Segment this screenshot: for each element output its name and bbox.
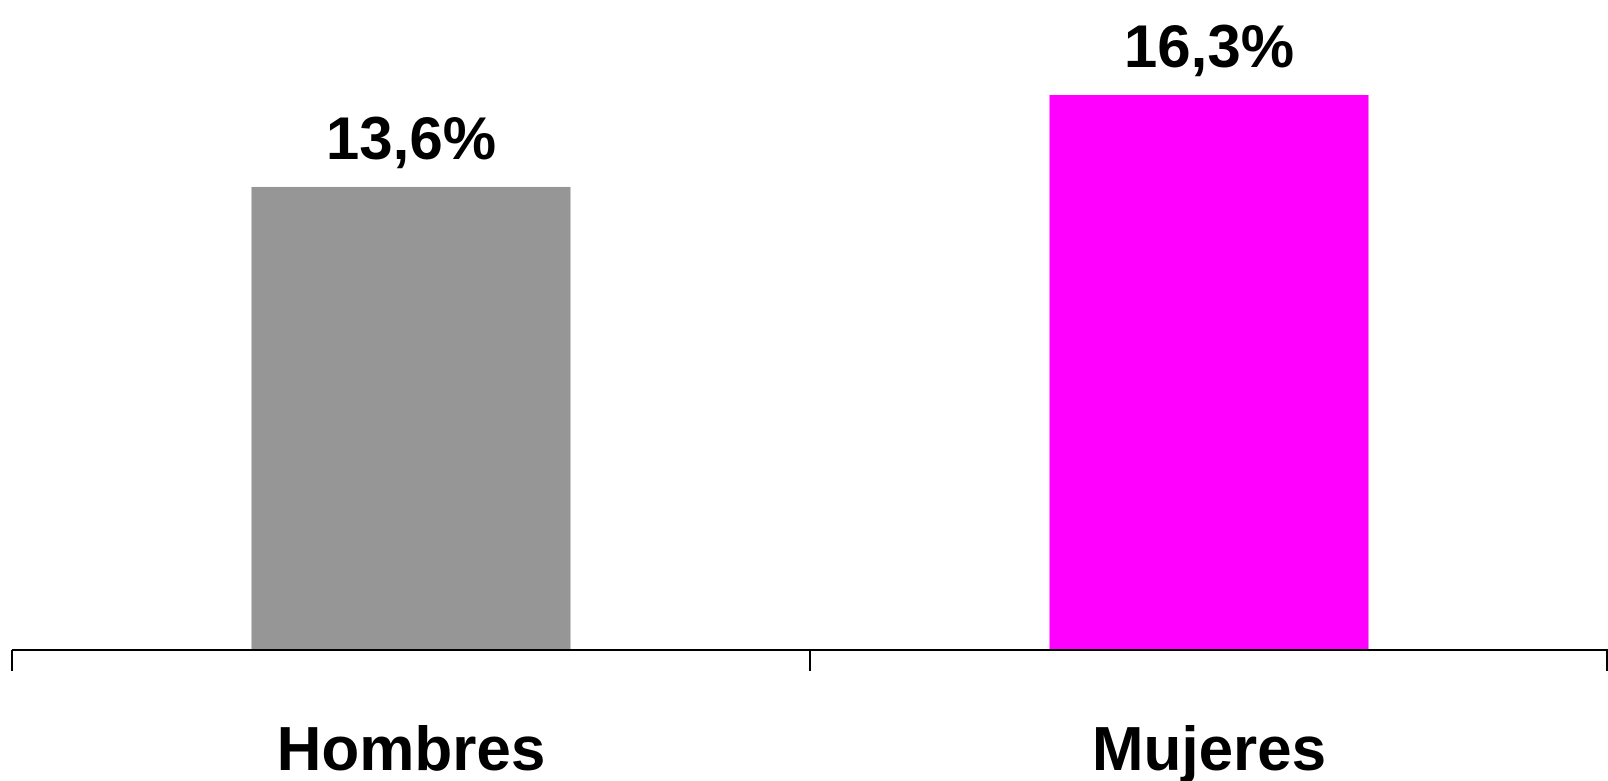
labels-group: 13,6% Hombres 16,3% Mujeres: [277, 13, 1327, 781]
x-tick-label-hombres: Hombres: [277, 715, 546, 781]
x-tick-label-mujeres: Mujeres: [1092, 715, 1326, 781]
data-label-hombres: 13,6%: [326, 105, 496, 172]
bars-group: [251, 95, 1369, 651]
bar-hombres: [251, 186, 571, 651]
bar-mujeres: [1049, 95, 1369, 650]
data-label-mujeres: 16,3%: [1124, 13, 1294, 80]
x-axis: [11, 649, 1608, 671]
